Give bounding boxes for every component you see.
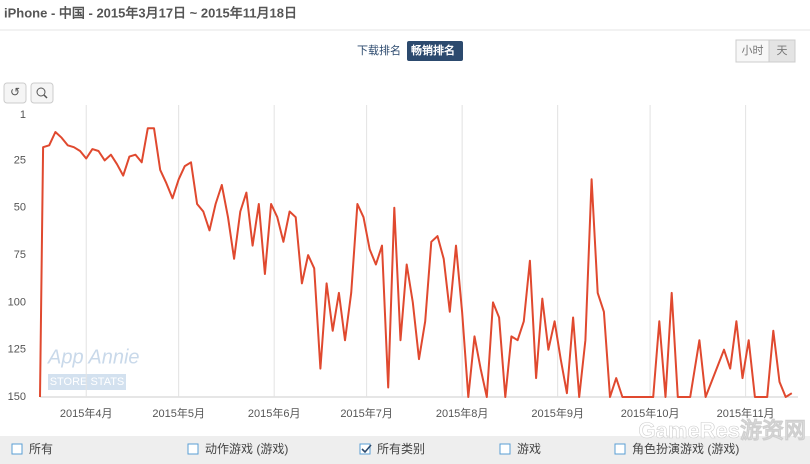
x-tick-label: 2015年11月 [717,406,775,420]
watermark-brand: App Annie [47,346,140,368]
x-tick-label: 2015年6月 [248,406,301,420]
filter-checkbox[interactable] [614,443,626,455]
filter-checkbox[interactable] [499,443,511,455]
x-tick-label: 2015年7月 [340,406,393,420]
y-tick-label: 150 [8,391,26,403]
y-tick-label: 100 [8,296,26,308]
filter-bar [0,436,810,464]
filter-label: 动作游戏 (游戏) [205,442,288,456]
y-tick-label: 1 [20,109,26,121]
y-tick-label: 75 [14,249,26,261]
checkmark [361,444,372,454]
x-tick-label: 2015年4月 [60,406,113,420]
x-tick-label: 2015年10月 [621,406,680,420]
y-tick-label: 50 [14,202,26,214]
filter-label: 所有 [29,442,53,456]
zoom-button[interactable] [30,82,54,104]
filter-label: 游戏 [517,442,541,456]
zoom-icon [43,94,48,99]
filter-checkbox[interactable] [359,443,371,455]
site-watermark: GameRes游资网 [638,418,806,443]
rank-line [39,127,793,398]
filter-label: 角色扮演游戏 (游戏) [632,441,739,456]
reset-icon: ↺ [10,85,20,99]
granularity-label: 小时 [742,44,764,57]
y-tick-label: 125 [8,344,26,356]
rank-tab-bg[interactable] [407,41,463,61]
reset-button[interactable] [3,82,27,104]
granularity-button[interactable] [768,39,796,63]
filter-checkbox[interactable] [187,443,199,455]
x-tick-label: 2015年9月 [531,406,584,420]
granularity-label: 天 [777,45,788,57]
y-tick-label: 25 [14,154,26,166]
rank-tab[interactable]: 畅销排名 [411,43,455,57]
x-tick-label: 2015年5月 [152,406,205,420]
x-tick-label: 2015年8月 [436,406,489,420]
page-title: iPhone - 中国 - 2015年3月17日 ~ 2015年11月18日 [4,5,297,20]
rank-tab[interactable]: 下载排名 [357,43,401,57]
zoom-icon [36,87,46,97]
watermark-sub-bg [48,374,126,390]
watermark-sub: STORE STATS [50,376,125,388]
filter-checkbox[interactable] [11,443,23,455]
filter-label: 所有类别 [377,442,425,456]
